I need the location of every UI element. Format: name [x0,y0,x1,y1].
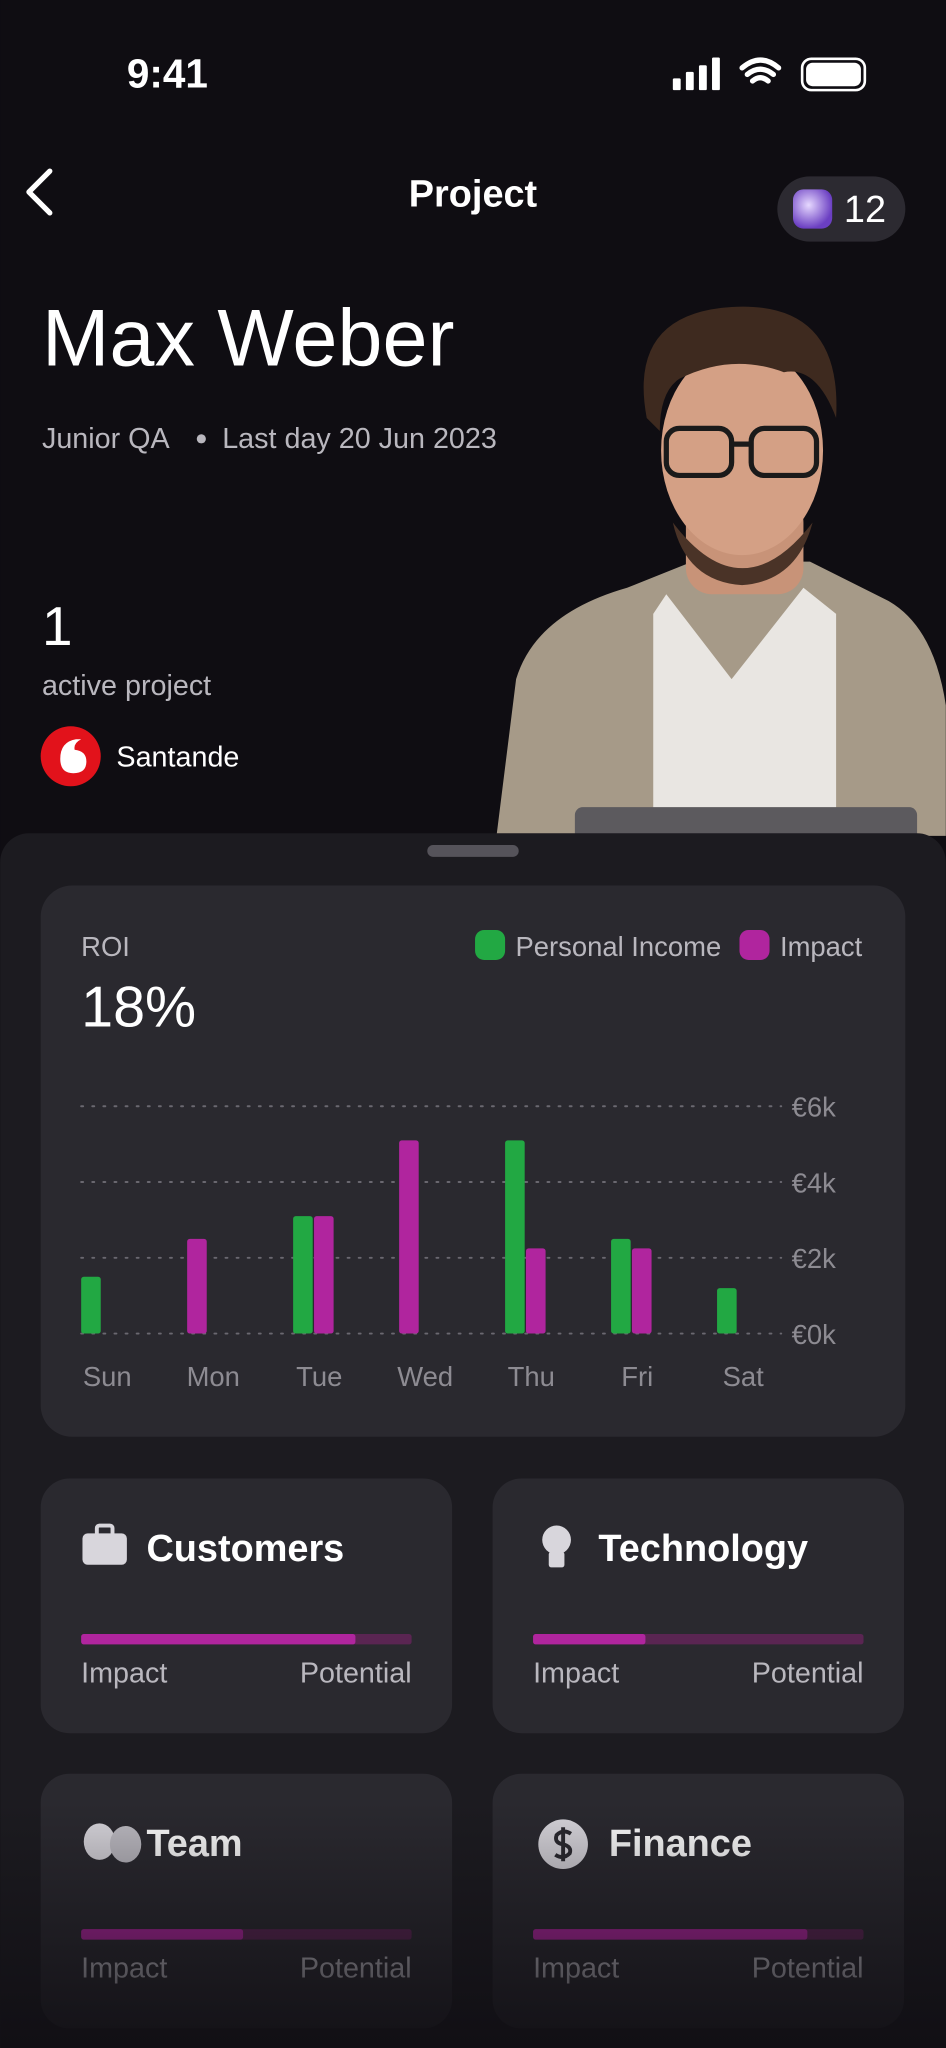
company-logo-mark [60,739,87,774]
y-tick-label: €2k [792,1243,836,1274]
card-title: Customers [146,1528,344,1570]
x-tick-label: Tue [296,1361,342,1392]
bar [314,1216,334,1334]
wifi-icon [739,57,782,84]
card-right-label: Potential [752,1657,864,1689]
bar [525,1248,546,1334]
battery-icon [800,57,867,92]
profile-last-day: Last day 20 Jun 2023 [222,423,497,455]
back-button[interactable] [26,168,53,216]
card-left-label: Impact [533,1657,619,1689]
bar [631,1248,652,1334]
legend-label: Personal Income [516,931,722,962]
x-tick-label: Sat [723,1361,765,1392]
x-tick-label: Fri [621,1361,653,1392]
x-tick-label: Mon [187,1361,240,1392]
chart-subtitle: 18% [81,976,196,1040]
x-tick-label: Sun [83,1361,132,1392]
card-icon-base [548,1551,565,1568]
separator-dot [196,434,206,444]
y-tick-label: €4k [792,1167,836,1198]
bar [399,1140,419,1334]
card-icon [542,1525,571,1555]
credits-count: 12 [844,189,886,231]
credits-icon [793,189,833,229]
company-name: Santande [116,742,239,774]
y-tick-label: €6k [792,1092,836,1123]
card-icon-handle [94,1523,115,1538]
progress-fill [81,1633,356,1645]
chart-title: ROI [81,931,130,962]
card-title: Technology [598,1528,808,1570]
card-right-label: Potential [300,1657,412,1689]
category-card[interactable] [40,1478,453,1734]
bar [81,1276,101,1334]
chart-card [40,885,906,1437]
legend-swatch [475,929,506,960]
header-title: Project [409,173,538,215]
bar [611,1238,631,1334]
profile-name: Max Weber [42,294,454,384]
profile-role: Junior QA [42,423,171,455]
sheet-handle[interactable] [427,845,519,857]
signal-icon [672,57,720,91]
status-time: 9:41 [127,51,208,97]
bar [293,1216,313,1334]
card-left-label: Impact [81,1657,167,1689]
profile-photo [496,306,946,847]
category-card[interactable] [492,1478,905,1734]
card-icon [82,1533,127,1565]
bar [717,1288,737,1334]
active-count: 1 [42,595,73,657]
bottom-fade [0,1802,946,2048]
x-tick-label: Wed [397,1361,453,1392]
bar [505,1140,525,1334]
y-tick-label: €0k [792,1319,836,1350]
bar [187,1238,207,1334]
chart: €0k €2k €4k €6k Impact Personal Income Sun Mon T… [80,929,863,1392]
legend-label: Impact [780,931,863,962]
battery-level [806,62,861,87]
legend-swatch [739,929,770,960]
progress-fill [533,1633,646,1645]
x-tick-label: Thu [508,1361,555,1392]
active-label: active project [42,670,211,702]
